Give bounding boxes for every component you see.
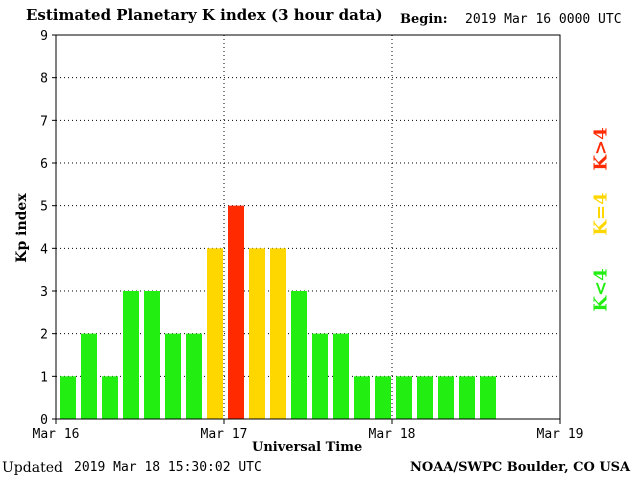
- chart-title: Estimated Planetary K index (3 hour data…: [26, 6, 383, 24]
- kp-bar: [375, 376, 391, 419]
- kp-bar: [270, 248, 286, 419]
- kp-bar: [417, 376, 433, 419]
- y-axis-label: Kp index: [14, 193, 30, 263]
- kp-bar: [144, 291, 160, 419]
- y-tick-label: 8: [40, 72, 48, 87]
- legend-mid: K=4: [590, 192, 612, 236]
- kp-bar: [186, 333, 202, 419]
- begin-label: Begin:: [400, 12, 448, 27]
- legend-high: K>4: [590, 127, 612, 171]
- updated-value: 2019 Mar 18 15:30:02 UTC: [74, 460, 262, 475]
- kp-bar: [438, 376, 454, 419]
- y-tick-label: 2: [40, 328, 48, 343]
- credit-text: NOAA/SWPC Boulder, CO USA: [410, 460, 631, 475]
- y-tick-label: 1: [40, 370, 48, 385]
- y-tick-label: 9: [40, 29, 48, 44]
- kp-bar: [354, 376, 370, 419]
- y-tick-label: 4: [40, 242, 48, 257]
- kp-bar: [228, 205, 244, 419]
- y-tick-label: 7: [40, 114, 48, 129]
- x-tick-label: Mar 16: [33, 427, 80, 442]
- kp-bar: [396, 376, 412, 419]
- y-tick-label: 0: [40, 413, 48, 428]
- begin-value: 2019 Mar 16 0000 UTC: [465, 12, 622, 27]
- y-tick-label: 6: [40, 157, 48, 172]
- y-tick-label: 3: [40, 285, 48, 300]
- updated-label: Updated: [2, 460, 63, 476]
- legend-low: K<4: [590, 268, 612, 312]
- kp-bar: [207, 248, 223, 419]
- kp-bar: [81, 333, 97, 419]
- x-tick-label: Mar 17: [201, 427, 248, 442]
- kp-bar: [123, 291, 139, 419]
- kp-bar: [165, 333, 181, 419]
- x-axis-label: Universal Time: [252, 440, 363, 455]
- kp-bar: [333, 333, 349, 419]
- x-tick-label: Mar 19: [537, 427, 584, 442]
- plot-frame: [55, 34, 561, 420]
- kp-bar: [102, 376, 118, 419]
- kp-bar: [480, 376, 496, 419]
- kp-bar: [459, 376, 475, 419]
- y-tick-label: 5: [40, 200, 48, 215]
- kp-bar: [291, 291, 307, 419]
- kp-bar: [60, 376, 76, 419]
- kp-bar: [312, 333, 328, 419]
- kp-bar: [249, 248, 265, 419]
- x-tick-label: Mar 18: [369, 427, 416, 442]
